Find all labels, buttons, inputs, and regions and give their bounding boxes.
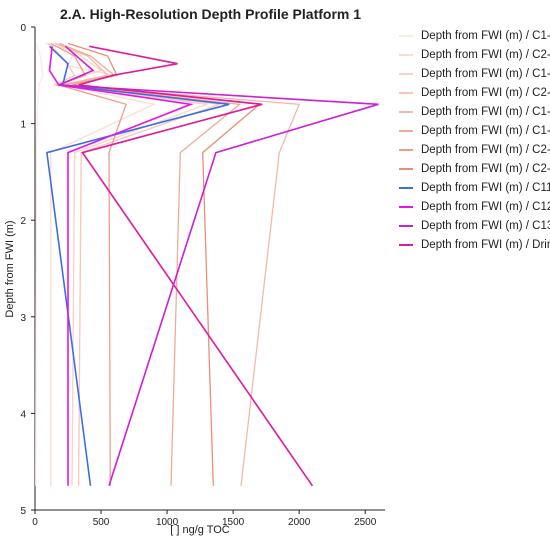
y-tick-label: 5: [20, 506, 26, 517]
legend-swatch: [399, 224, 413, 227]
legend-label: Depth from FWI (m) / C1-PH: [421, 67, 550, 80]
x-tick-label: 2000: [288, 517, 311, 528]
series-line-drimane: [78, 45, 314, 487]
chart-legend: Depth from FWI (m) / C1-FL Depth from FWI…: [399, 26, 550, 254]
legend-swatch: [399, 53, 413, 56]
chart-axes: 0 500 1000 1500 2000 2500 0 1 2 3 4 5: [20, 23, 385, 528]
series-line-c2-ph: [47, 42, 221, 486]
legend-item-c1-bt: Depth from FWI (m) / C1-BT: [399, 102, 550, 121]
legend-item-c2-ph: Depth from FWI (m) / C2-PH: [399, 83, 550, 102]
legend-item-c2-dbt: Depth from FWI (m) / C2-DBT: [399, 140, 550, 159]
legend-item-c1-dbt: Depth from FWI (m) / C1-DBT: [399, 121, 550, 140]
series-line-c1-fl: [35, 43, 44, 486]
x-axis-label: [ ] ng/g TOC: [170, 524, 230, 536]
legend-item-c11: Depth from FWI (m) / C11: [399, 178, 550, 197]
legend-swatch: [399, 186, 413, 189]
series-line-c12: [48, 46, 194, 486]
legend-label: Depth from FWI (m) / C11: [421, 181, 550, 194]
y-tick-label: 0: [20, 23, 26, 34]
series-line-c13: [58, 45, 379, 487]
legend-swatch: [399, 34, 413, 37]
legend-item-c2-fl: Depth from FWI (m) / C2-FL: [399, 45, 550, 64]
legend-label: Depth from FWI (m) / C2-FL: [421, 48, 550, 61]
chart-title: 2.A. High-Resolution Depth Profile Platf…: [60, 6, 362, 22]
legend-swatch: [399, 148, 413, 151]
legend-swatch: [399, 91, 413, 94]
y-axis-label: Depth from FWI (m): [4, 220, 16, 317]
legend-swatch: [399, 205, 413, 208]
y-tick-label: 2: [20, 216, 26, 227]
legend-label: Depth from FWI (m) / C1-FL: [421, 29, 550, 42]
series-line-c11: [46, 45, 230, 486]
legend-label: Depth from FWI (m) / C1-DBT: [421, 124, 550, 137]
legend-item-c1-fl: Depth from FWI (m) / C1-FL: [399, 26, 550, 45]
x-tick-label: 2500: [354, 517, 377, 528]
series-layer: [35, 42, 379, 487]
legend-item-c1-ph: Depth from FWI (m) / C1-PH: [399, 64, 550, 83]
legend-item-c2-nbt: Depth from FWI (m) / C2-NBT: [399, 159, 550, 178]
legend-label: Depth from FWI (m) / C1-BT: [421, 105, 550, 118]
legend-swatch: [399, 72, 413, 75]
legend-label: Depth from FWI (m) / C2-PH: [421, 86, 550, 99]
legend-label: Depth from FWI (m) / C2-DBT: [421, 143, 550, 156]
series-line-c1-dbt: [58, 42, 242, 486]
legend-label: Depth from FWI (m) / Drimane: [421, 238, 550, 251]
legend-label: Depth from FWI (m) / C2-NBT: [421, 162, 550, 175]
series-line-c2-nbt: [67, 42, 262, 486]
x-tick-label: 1500: [222, 517, 245, 528]
legend-item-c12: Depth from FWI (m) / C12: [399, 197, 550, 216]
legend-item-drimane: Depth from FWI (m) / Drimane: [399, 235, 550, 254]
legend-label: Depth from FWI (m) / C12: [421, 200, 550, 213]
legend-swatch: [399, 129, 413, 132]
legend-item-c13: Depth from FWI (m) / C13: [399, 216, 550, 235]
legend-label: Depth from FWI (m) / C13: [421, 219, 550, 232]
x-tick-label: 1000: [156, 517, 179, 528]
x-tick-label: 500: [93, 517, 110, 528]
legend-swatch: [399, 110, 413, 113]
x-tick-label: 0: [32, 517, 38, 528]
y-tick-label: 1: [20, 120, 26, 131]
y-tick-label: 3: [20, 313, 26, 324]
legend-swatch: [399, 167, 413, 170]
legend-swatch: [399, 243, 413, 246]
y-tick-label: 4: [20, 409, 26, 420]
